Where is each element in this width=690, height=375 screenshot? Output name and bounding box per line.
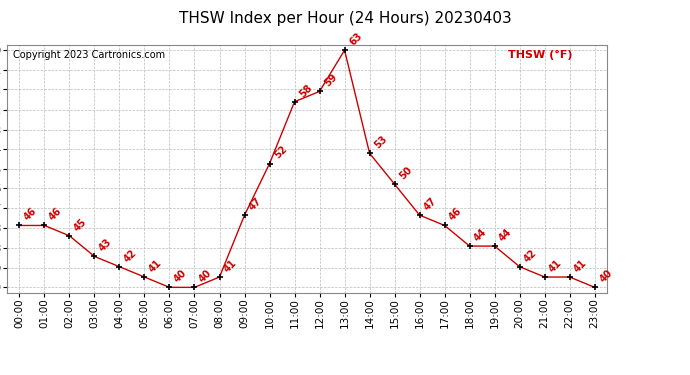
Text: 47: 47 [247, 196, 264, 212]
Text: 41: 41 [547, 258, 564, 274]
Text: 40: 40 [172, 268, 189, 285]
Text: 50: 50 [397, 165, 414, 182]
Text: Copyright 2023 Cartronics.com: Copyright 2023 Cartronics.com [13, 50, 165, 60]
Text: 43: 43 [97, 237, 114, 254]
Text: 41: 41 [222, 258, 239, 274]
Text: 41: 41 [147, 258, 164, 274]
Text: 46: 46 [22, 206, 39, 223]
Text: 45: 45 [72, 216, 89, 233]
Text: 40: 40 [197, 268, 214, 285]
Text: 58: 58 [297, 82, 314, 99]
Text: 52: 52 [273, 144, 289, 161]
Text: 44: 44 [497, 227, 514, 243]
Text: 59: 59 [322, 72, 339, 88]
Text: 44: 44 [473, 227, 489, 243]
Text: 46: 46 [447, 206, 464, 223]
Text: THSW (°F): THSW (°F) [508, 50, 573, 60]
Text: 41: 41 [573, 258, 589, 274]
Text: 42: 42 [522, 248, 539, 264]
Text: THSW Index per Hour (24 Hours) 20230403: THSW Index per Hour (24 Hours) 20230403 [179, 11, 511, 26]
Text: 63: 63 [347, 31, 364, 47]
Text: 46: 46 [47, 206, 63, 223]
Text: 42: 42 [122, 248, 139, 264]
Text: 53: 53 [373, 134, 389, 150]
Text: 47: 47 [422, 196, 439, 212]
Text: 40: 40 [598, 268, 614, 285]
